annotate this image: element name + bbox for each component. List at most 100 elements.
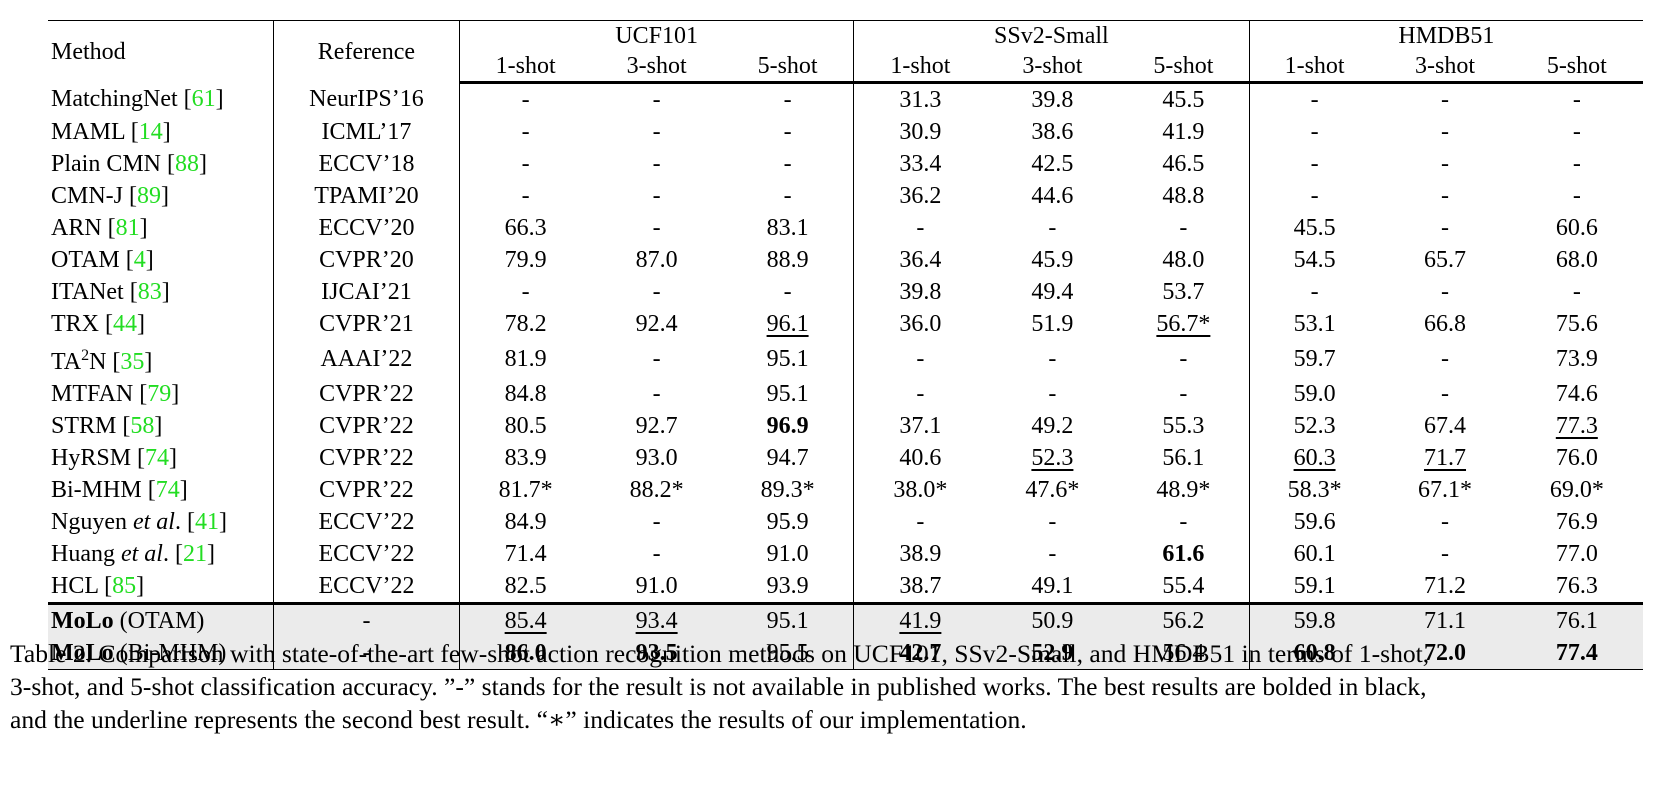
table-cell: 93.5 xyxy=(591,637,723,670)
cell-value: 72.0 xyxy=(1424,640,1467,666)
citation-link: 83 xyxy=(137,279,162,305)
cell-value: 52.3 xyxy=(1293,413,1336,439)
table-cell: 42.5 xyxy=(987,148,1118,180)
table-cell: - xyxy=(460,276,591,308)
table-cell: - xyxy=(1379,538,1510,570)
method-cell: TRX [44] xyxy=(48,308,274,340)
cell-value: - xyxy=(783,151,792,177)
cell-value: 71.4 xyxy=(504,541,547,567)
cell-value: - xyxy=(916,215,925,241)
table-cell: - xyxy=(1511,148,1643,180)
table-row: TA2N [35] AAAI’22 81.9 - 95.1 - - - 59.7 - 73.9 xyxy=(48,340,1643,378)
method-name: ARN xyxy=(51,215,108,241)
table-cell: 89.3* xyxy=(722,474,854,506)
table-row: HyRSM [74] CVPR’22 83.9 93.0 94.7 40.6 52.3 56.… xyxy=(48,442,1643,474)
table-cell: 80.5 xyxy=(460,410,591,442)
cell-value: - xyxy=(1048,509,1057,535)
cell-value: 51.9 xyxy=(1031,311,1074,337)
method-cell: Nguyen et al. [41] xyxy=(48,506,274,538)
table-cell: 77.3 xyxy=(1511,410,1643,442)
cell-value: 52.9 xyxy=(1031,640,1074,666)
method-name: Nguyen xyxy=(51,509,133,535)
cell-value: 45.9 xyxy=(1031,247,1074,273)
table-cell: 76.9 xyxy=(1511,506,1643,538)
table-cell: 71.4 xyxy=(460,538,591,570)
cell-value: 93.0 xyxy=(635,445,678,471)
table-cell: - xyxy=(591,148,722,180)
reference-cell: ECCV’22 xyxy=(273,538,461,570)
cell-value: 84.9 xyxy=(504,509,547,535)
cell-value: - xyxy=(1441,151,1450,177)
table-cell: - xyxy=(1118,506,1250,538)
cell-value: - xyxy=(783,279,792,305)
cell-value: 66.3 xyxy=(504,215,547,241)
table-cell: - xyxy=(722,116,854,148)
cell-value: - xyxy=(1310,87,1319,113)
citation-link: 61 xyxy=(191,86,216,113)
cell-value: - xyxy=(652,346,661,372)
caption-line: 3-shot, and 5-shot classification accura… xyxy=(10,672,1427,701)
cell-value: 44.6 xyxy=(1031,183,1074,209)
cell-value: - xyxy=(521,119,530,145)
reference-cell: ECCV’18 xyxy=(273,148,461,180)
table-cell: 95.1 xyxy=(722,602,854,637)
table-cell: 81.9 xyxy=(460,340,591,378)
shot-header: 3-shot xyxy=(986,51,1119,84)
cell-value: 96.9 xyxy=(766,413,809,439)
table-cell: - xyxy=(853,506,986,538)
cell-value: - xyxy=(783,87,792,113)
cell-value: 68.0 xyxy=(1555,247,1598,273)
table-cell: 60.6 xyxy=(1511,212,1643,244)
cell-value: - xyxy=(1441,279,1450,305)
table-cell: 59.8 xyxy=(1249,602,1380,637)
shot-header: 5-shot xyxy=(1510,51,1643,84)
table-cell: 77.0 xyxy=(1511,538,1643,570)
method-cell: TA2N [35] xyxy=(48,340,274,378)
table-row: ITANet [83] IJCAI’21 - - - 39.8 49.4 53.7 - - - xyxy=(48,276,1643,308)
table-cell: - xyxy=(1379,506,1510,538)
cell-value: - xyxy=(1441,541,1450,567)
method-name: HCL xyxy=(51,573,105,599)
table-cell: - xyxy=(1511,276,1643,308)
table-cell: - xyxy=(1249,148,1379,180)
table-cell: 76.3 xyxy=(1511,570,1643,604)
table-cell: 75.6 xyxy=(1511,308,1643,340)
cell-value: 93.5 xyxy=(635,640,678,666)
shot-header: 1-shot xyxy=(853,51,987,84)
cell-value: 76.0 xyxy=(1555,445,1598,471)
method-name-bold: MoLo xyxy=(51,608,114,634)
table-cell: 93.0 xyxy=(591,442,722,474)
table-cell: - xyxy=(987,340,1118,378)
table-cell: 59.6 xyxy=(1249,506,1379,538)
citation-link: 21 xyxy=(182,541,207,567)
cell-value: 91.0 xyxy=(635,573,678,599)
cell-value: - xyxy=(783,183,792,209)
table-cell: 84.8 xyxy=(460,378,591,410)
table-cell: 94.7 xyxy=(722,442,854,474)
reference-cell: NeurIPS’16 xyxy=(273,82,461,116)
ours-row: MoLo (Bi-MHM) -86.0 93.5 95.5 42.7 52.9 56.4 60… xyxy=(48,637,1643,670)
table-cell: 59.1 xyxy=(1249,570,1379,604)
cell-value: 33.4 xyxy=(899,151,942,177)
cell-value: 92.4 xyxy=(635,311,678,337)
reference-cell: CVPR’20 xyxy=(273,244,461,276)
table-cell: - xyxy=(722,82,854,116)
table-cell: 96.1 xyxy=(722,308,854,340)
table-cell: - xyxy=(591,212,722,244)
cell-value: 37.1 xyxy=(899,413,942,439)
cell-value: - xyxy=(1572,183,1581,209)
table-cell: 40.6 xyxy=(853,442,986,474)
cell-value: 47.6* xyxy=(1025,477,1080,503)
citation-link: 74 xyxy=(145,445,170,471)
table-cell: 74.6 xyxy=(1511,378,1643,410)
table-cell: 49.4 xyxy=(987,276,1118,308)
table-cell: - xyxy=(1511,116,1643,148)
reference-cell: AAAI’22 xyxy=(273,340,461,378)
cell-value: 65.7 xyxy=(1424,247,1467,273)
cell-value: 77.4 xyxy=(1555,640,1598,666)
table-cell: - xyxy=(987,212,1118,244)
cell-value: 36.4 xyxy=(899,247,942,273)
cell-value: 39.8 xyxy=(1031,87,1074,113)
cell-value: - xyxy=(1572,151,1581,177)
cell-value: 82.5 xyxy=(504,573,547,599)
